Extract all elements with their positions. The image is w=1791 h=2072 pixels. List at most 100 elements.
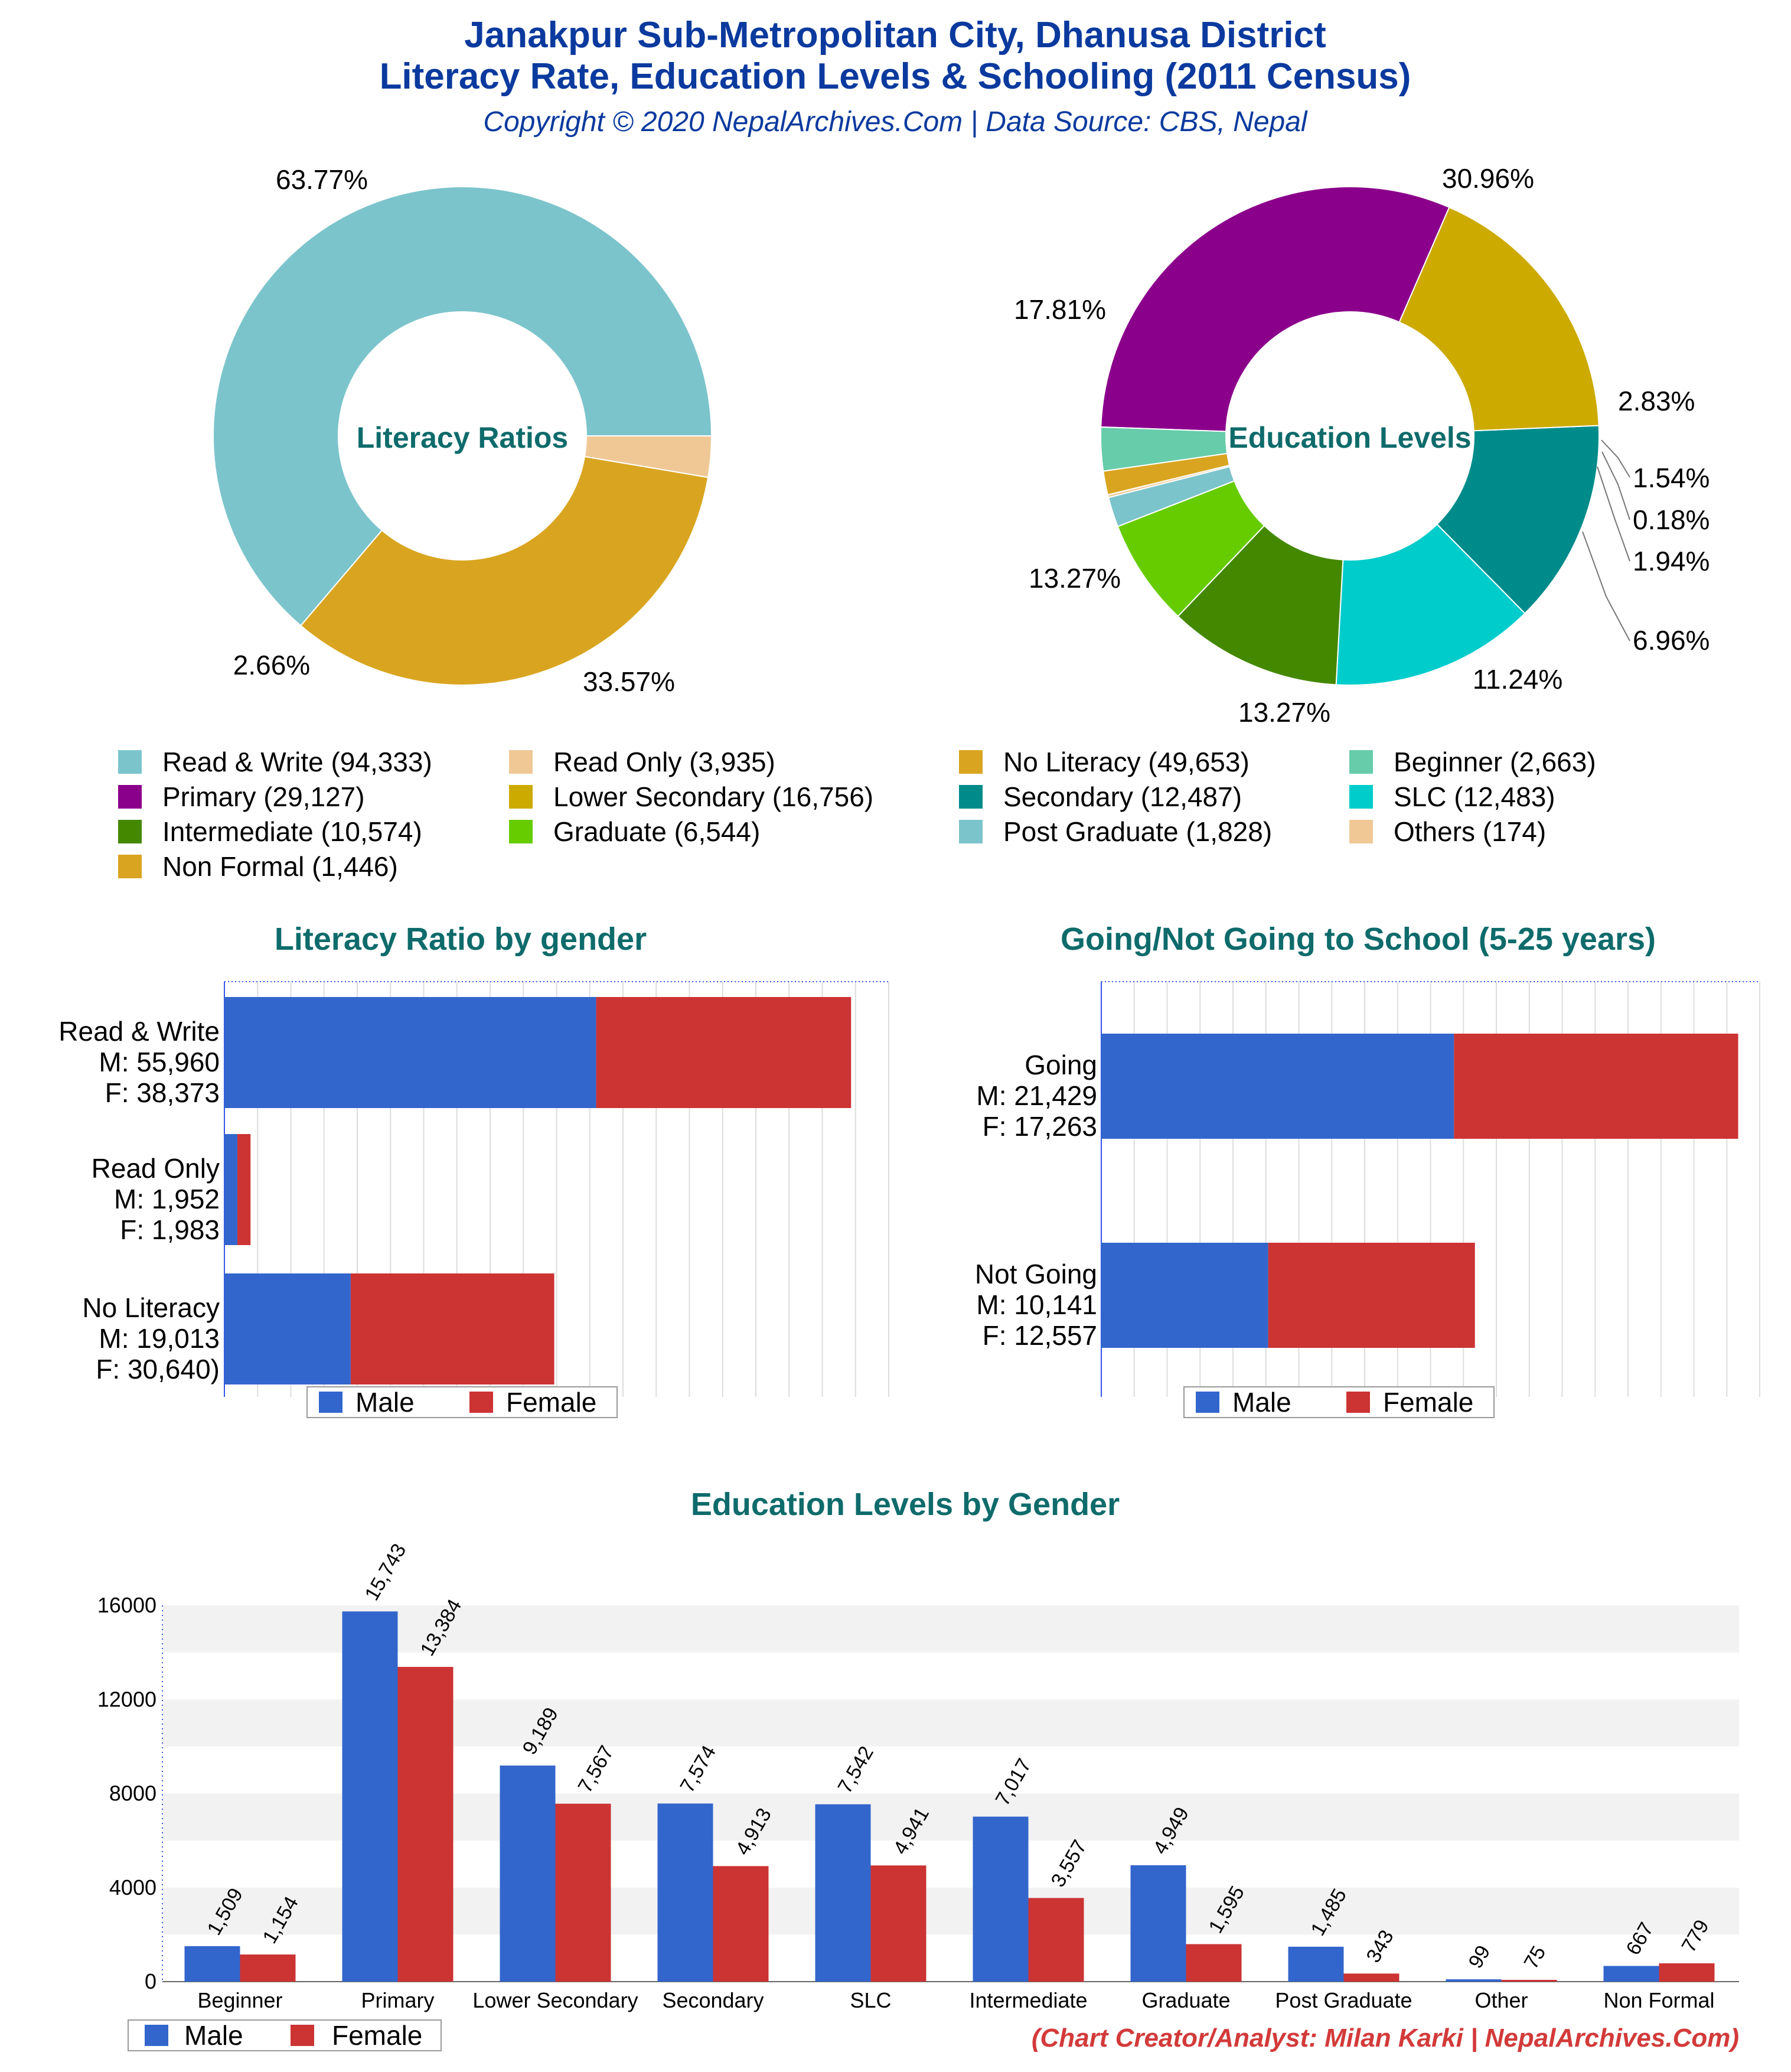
bar-value-label: 15,743 <box>361 1540 411 1604</box>
y-tick-label: 12000 <box>97 1687 156 1711</box>
bar-male-label: M: 19,013 <box>99 1323 220 1354</box>
x-tick-label: Other <box>1474 1988 1528 2012</box>
legend-swatch <box>509 820 533 843</box>
x-tick-label: Secondary <box>662 1988 764 2012</box>
pie-value-label: 17.81% <box>1014 294 1106 325</box>
male-bar-read-only <box>224 1134 237 1245</box>
pie-value-label: 6.96% <box>1633 625 1710 656</box>
legend-label: Post Graduate (1,828) <box>1003 816 1272 847</box>
bar-female-label: F: 30,640) <box>96 1354 220 1384</box>
legend-swatch <box>118 855 142 878</box>
pie-value-label: 30.96% <box>1442 163 1534 194</box>
legend-label-male: Male <box>184 2020 243 2051</box>
bar-male-label: M: 21,429 <box>976 1080 1097 1111</box>
female-bar-lower-secondary <box>555 1803 611 1982</box>
pie-slice-read-only <box>583 435 713 478</box>
pie-slice-secondary <box>1436 425 1600 614</box>
bar-category-label: Going <box>1025 1050 1097 1080</box>
male-bar-going <box>1101 1034 1454 1139</box>
female-bar-secondary <box>713 1866 769 1982</box>
legend-label-female: Female <box>1383 1387 1473 1418</box>
female-bar-not-going <box>1268 1243 1475 1348</box>
x-tick-label: Graduate <box>1141 1988 1230 2012</box>
legend-label: Read Only (3,935) <box>553 747 775 777</box>
legend-label: Primary (29,127) <box>162 781 365 812</box>
legend-label: Lower Secondary (16,756) <box>553 781 873 812</box>
x-tick-label: Post Graduate <box>1275 1988 1412 2012</box>
legend-swatch-male <box>145 2025 168 2046</box>
female-bar-non-formal <box>1659 1963 1715 1982</box>
pie-value-label: 2.66% <box>233 650 310 680</box>
pie-value-label: 63.77% <box>276 164 368 195</box>
male-bar-graduate <box>1130 1865 1186 1982</box>
legend-swatch-male <box>319 1392 342 1413</box>
legend-label: Secondary (12,487) <box>1003 781 1242 812</box>
y-tick-label: 8000 <box>109 1781 156 1806</box>
literacy-ratios-center-title: Literacy Ratios <box>357 421 568 454</box>
legend-swatch-male <box>1196 1392 1219 1413</box>
legend-label: Read & Write (94,333) <box>162 747 432 777</box>
legend-swatch <box>1349 820 1373 843</box>
legend-label-female: Female <box>332 2020 422 2051</box>
chart-legend-box <box>1183 1386 1495 1418</box>
female-bar-intermediate <box>1028 1898 1084 1982</box>
legend-label-female: Female <box>506 1387 596 1418</box>
credit-text: (Chart Creator/Analyst: Milan Karki | Ne… <box>1032 2024 1739 2053</box>
legend-label: Graduate (6,544) <box>553 816 760 847</box>
male-bar-no-literacy <box>224 1273 351 1384</box>
legend-label: Non Formal (1,446) <box>162 851 398 882</box>
male-bar-not-going <box>1101 1243 1268 1348</box>
education-levels-donut: 30.96% 2.83% 1.54% 0.18% 1.94% 6.96% 11.24% 13.… <box>1014 163 1710 728</box>
male-bar-primary <box>342 1611 398 1982</box>
pie-leader-line <box>1601 439 1630 478</box>
y-tick-label: 16000 <box>97 1593 156 1617</box>
title-line-2: Literacy Rate, Education Levels & School… <box>380 56 1411 97</box>
legend-label: Others (174) <box>1394 816 1546 847</box>
legend-label: No Literacy (49,653) <box>1003 747 1250 777</box>
subtitle: Copyright © 2020 NepalArchives.Com | Dat… <box>483 106 1307 138</box>
male-bar-post-graduate <box>1288 1946 1344 1982</box>
pie-leader-line <box>1601 451 1630 520</box>
female-bar-slc <box>870 1865 927 1982</box>
female-bar-post-graduate <box>1343 1973 1399 1982</box>
pie-value-label: 2.83% <box>1618 386 1695 416</box>
legend-swatch-female <box>469 1392 493 1413</box>
female-bar-no-literacy <box>350 1273 554 1384</box>
bar-category-label: Read & Write <box>58 1016 220 1047</box>
male-bar-secondary <box>657 1803 713 1982</box>
bar-category-label: Read Only <box>92 1153 220 1184</box>
pie-leader-line <box>1597 466 1630 562</box>
legend-swatch <box>1349 785 1373 809</box>
female-bar-other <box>1501 1980 1557 1982</box>
legend-swatch <box>959 820 983 843</box>
pie-leader-line <box>1582 531 1630 641</box>
legend-swatch <box>118 785 142 809</box>
female-bar-graduate <box>1186 1944 1242 1982</box>
female-bar-read-write <box>596 997 852 1108</box>
bar-male-label: M: 10,141 <box>976 1289 1097 1320</box>
bar-female-label: F: 17,263 <box>983 1111 1097 1142</box>
legend-swatch <box>509 750 533 774</box>
literacy-ratios-donut: 63.77% 33.57% 2.66% <box>213 164 713 697</box>
pie-value-label: 13.27% <box>1238 697 1330 728</box>
female-bar-beginner <box>240 1954 296 1982</box>
legend-label: Beginner (2,663) <box>1394 747 1596 777</box>
legend-swatch-female <box>291 2025 314 2046</box>
male-bar-intermediate <box>973 1816 1029 1982</box>
pie-value-label: 0.18% <box>1633 504 1710 535</box>
x-tick-label: Primary <box>361 1988 435 2012</box>
education-by-gender-title: Education Levels by Gender <box>691 1487 1120 1522</box>
pie-slice-intermediate <box>1177 524 1344 686</box>
pie-value-label: 1.94% <box>1633 546 1710 576</box>
legend-swatch <box>118 750 142 774</box>
pie-slice-primary <box>1100 186 1450 432</box>
bar-male-label: M: 1,952 <box>114 1184 220 1214</box>
legend-swatch <box>959 785 983 809</box>
male-bar-lower-secondary <box>500 1765 556 1982</box>
pie-slice-lower-secondary <box>1398 206 1600 432</box>
x-tick-label: SLC <box>850 1988 891 2012</box>
male-bar-other <box>1446 1979 1502 1982</box>
